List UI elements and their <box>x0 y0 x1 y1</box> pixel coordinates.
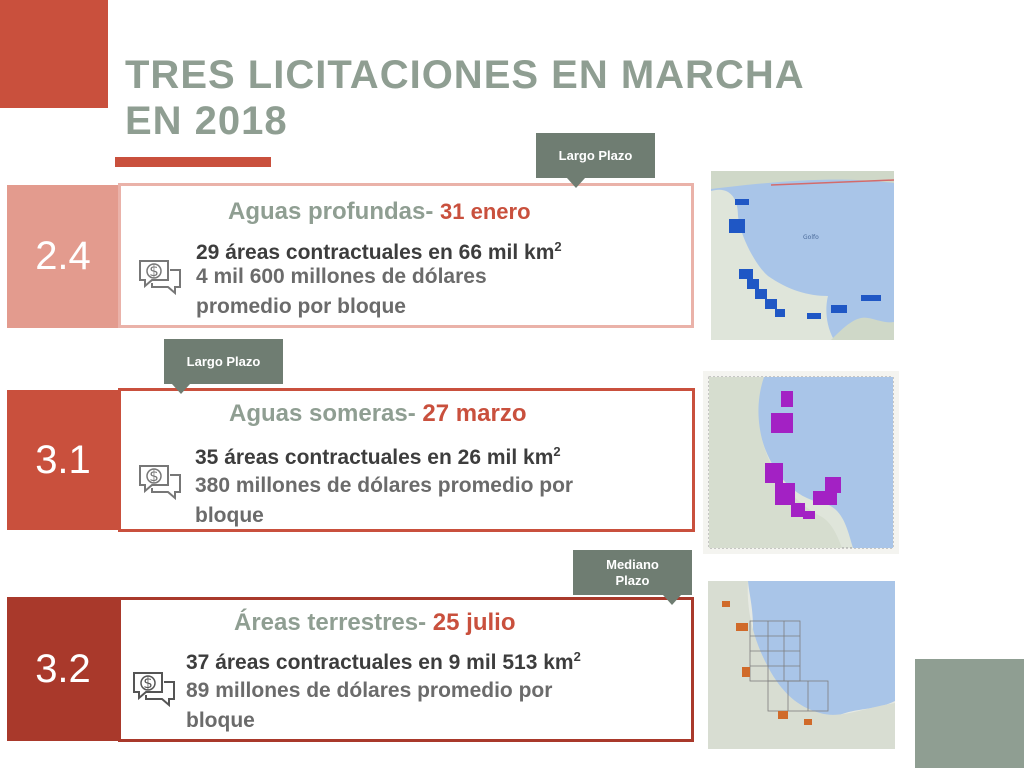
tag-pointer <box>172 384 190 394</box>
round-title: Aguas profundas- 31 enero <box>228 198 531 226</box>
km-superscript: 2 <box>553 444 561 459</box>
tag-pointer <box>567 178 585 188</box>
term-tag-label: Largo Plazo <box>186 353 261 369</box>
round-name: Aguas profundas- <box>228 198 434 225</box>
round-date: 27 marzo <box>422 400 527 427</box>
svg-text:$: $ <box>149 262 159 280</box>
round-name: Áreas terrestres- <box>234 609 427 636</box>
slide-title: TRES LICITACIONES EN MARCHA EN 2018 <box>125 52 925 144</box>
investment-line-2: promedio por bloque <box>196 295 406 318</box>
term-tag-label-line-1: Mediano <box>606 556 659 572</box>
round-date: 25 julio <box>432 609 516 636</box>
round-title: Áreas terrestres- 25 julio <box>234 609 515 637</box>
term-tag: Mediano Plazo <box>573 550 692 595</box>
map-onshore <box>708 581 895 749</box>
km-superscript: 2 <box>554 239 562 254</box>
money-chat-icon: $ <box>133 672 175 708</box>
gulf-map-image <box>703 371 899 554</box>
round-number: 3.2 <box>35 646 91 691</box>
investment-line-1: 4 mil 600 millones de dólares <box>196 265 487 288</box>
money-chat-icon: $ <box>139 260 181 296</box>
title-line-2: EN 2018 <box>125 99 288 143</box>
round-number: 3.1 <box>35 437 91 482</box>
map-deepwater: Golfo <box>711 171 894 340</box>
km-superscript: 2 <box>573 649 581 664</box>
investment-line-2: bloque <box>186 709 255 732</box>
round-name: Aguas someras- <box>229 400 416 427</box>
term-tag-label-line-2: Plazo <box>615 572 650 588</box>
term-tag: Largo Plazo <box>164 339 283 384</box>
areas-text: 35 áreas contractuales en 26 mil km <box>195 446 554 469</box>
investment-line-1: 380 millones de dólares promedio por <box>195 474 574 497</box>
tag-pointer <box>663 595 681 605</box>
areas-text: 29 áreas contractuales en 66 mil km <box>196 241 555 264</box>
round-number-block: 2.4 <box>7 185 119 328</box>
round-card: Aguas someras- 27 marzo 35 áreas contrac… <box>118 388 695 532</box>
map-shallow-water <box>703 371 899 554</box>
decorative-corner-block <box>0 0 108 108</box>
investment-line-2: bloque <box>195 504 264 527</box>
gulf-map-image: Golfo <box>711 171 894 340</box>
areas-line: 29 áreas contractuales en 66 mil km2 <box>196 234 562 266</box>
term-tag: Largo Plazo <box>536 133 655 178</box>
areas-text: 37 áreas contractuales en 9 mil 513 km <box>186 651 574 674</box>
round-number-block: 3.2 <box>7 597 119 741</box>
title-line-1: TRES LICITACIONES EN MARCHA <box>125 53 805 97</box>
investment-line-1: 89 millones de dólares promedio por <box>186 679 553 702</box>
gulf-map-image <box>708 581 895 749</box>
round-number-block: 3.1 <box>7 390 119 530</box>
svg-text:Golfo: Golfo <box>803 234 819 241</box>
round-card: Aguas profundas- 31 enero 29 áreas contr… <box>118 183 694 328</box>
money-chat-icon: $ <box>139 465 181 501</box>
areas-line: 35 áreas contractuales en 26 mil km2 <box>195 439 561 471</box>
term-tag-label: Largo Plazo <box>558 147 633 163</box>
round-card: Áreas terrestres- 25 julio 37 áreas cont… <box>118 597 694 742</box>
svg-text:$: $ <box>149 467 159 485</box>
round-number: 2.4 <box>35 234 91 278</box>
areas-line: 37 áreas contractuales en 9 mil 513 km2 <box>186 644 581 676</box>
round-date: 31 enero <box>440 199 531 224</box>
round-title: Aguas someras- 27 marzo <box>229 400 526 428</box>
title-underline <box>115 157 271 167</box>
decorative-corner-block-bottom <box>915 659 1024 768</box>
svg-text:$: $ <box>143 674 153 692</box>
